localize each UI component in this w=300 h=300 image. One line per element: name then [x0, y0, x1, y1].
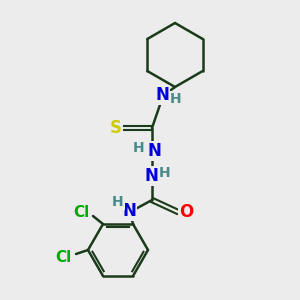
Text: H: H	[133, 141, 145, 155]
Text: N: N	[155, 86, 169, 104]
Text: H: H	[170, 92, 182, 106]
Text: S: S	[110, 119, 122, 137]
Text: H: H	[112, 195, 124, 209]
Text: Cl: Cl	[73, 205, 89, 220]
Text: N: N	[144, 167, 158, 185]
Text: H: H	[159, 166, 171, 180]
Text: N: N	[122, 202, 136, 220]
Text: Cl: Cl	[55, 250, 71, 266]
Text: N: N	[147, 142, 161, 160]
Text: O: O	[179, 203, 193, 221]
